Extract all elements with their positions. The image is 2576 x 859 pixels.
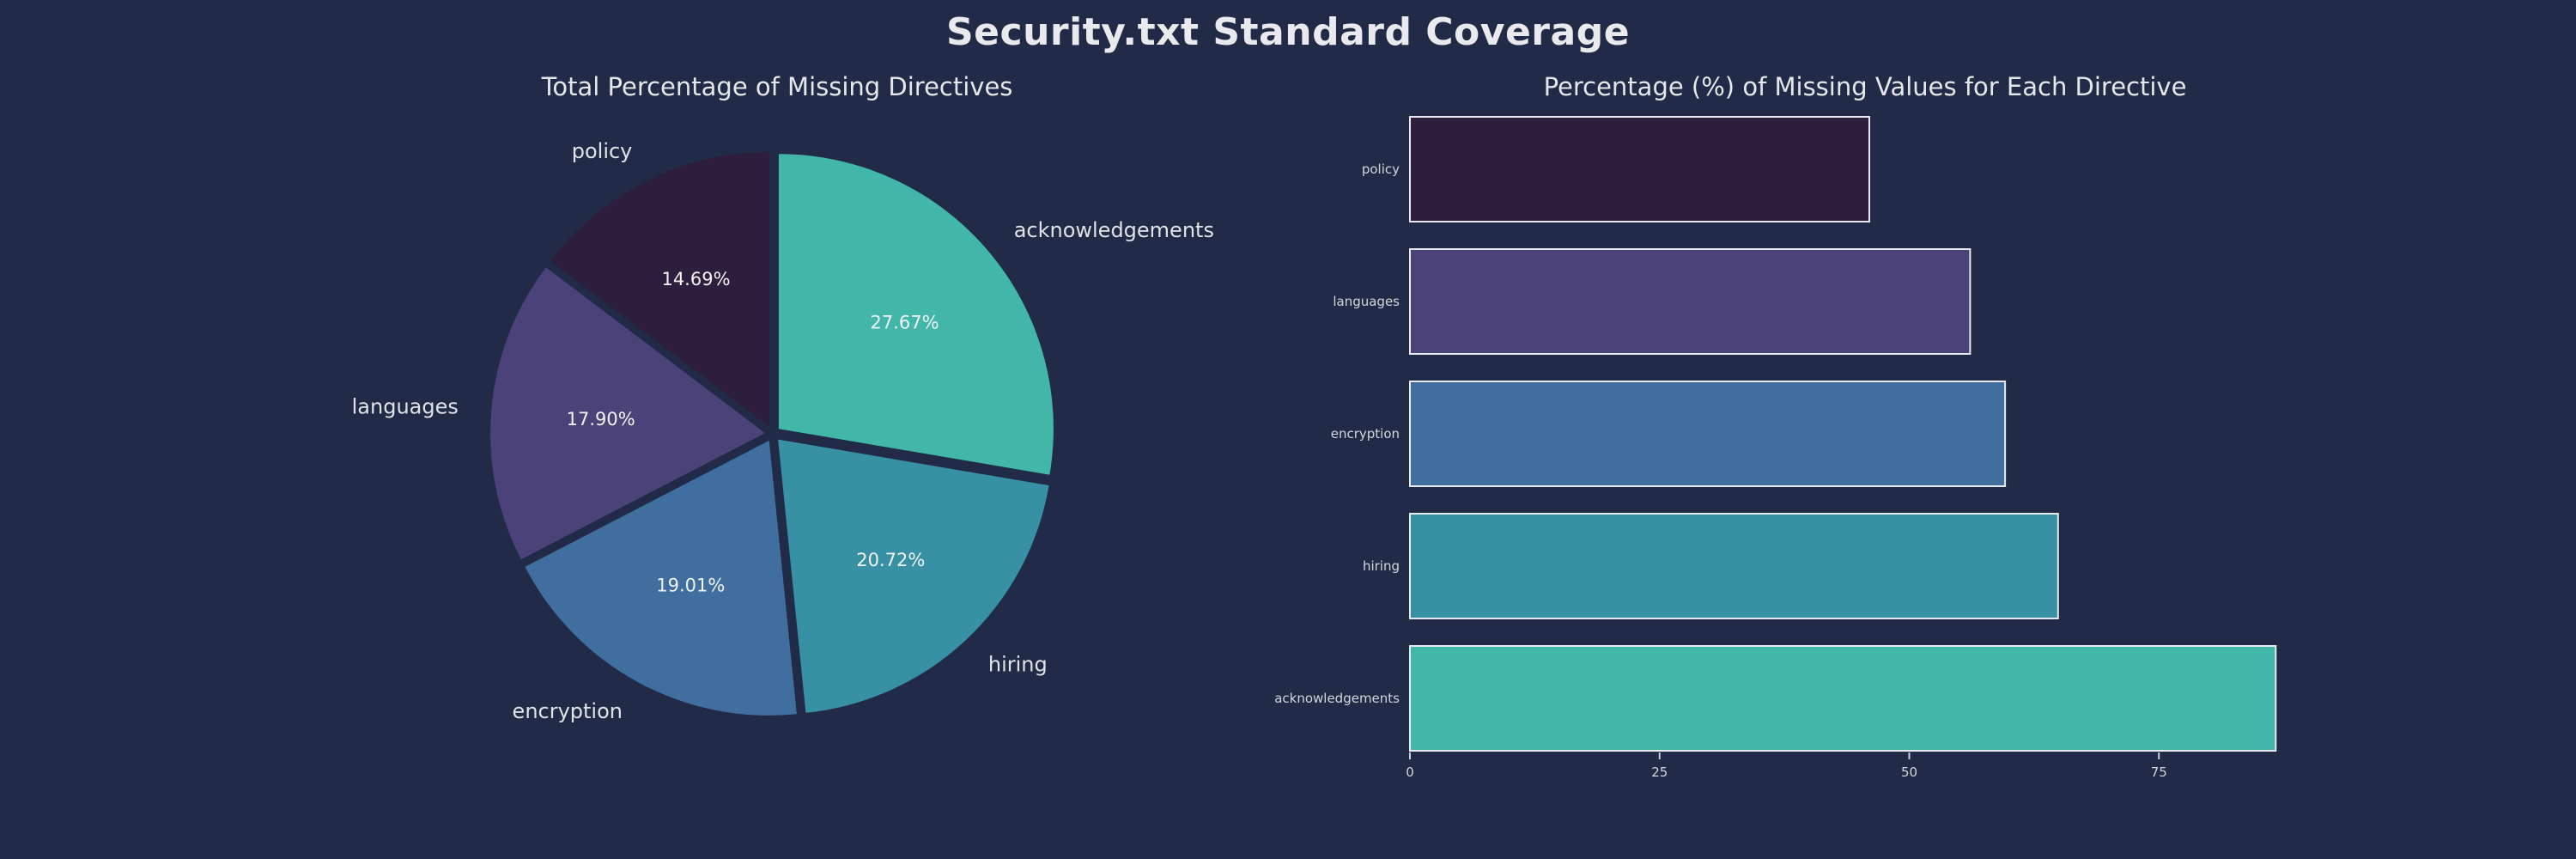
bar-category-label: policy xyxy=(1362,161,1400,177)
pie-percent-label: 27.67% xyxy=(870,312,939,332)
bar-chart-title: Percentage (%) of Missing Values for Eac… xyxy=(1543,72,2187,101)
bar-category-label: languages xyxy=(1333,294,1400,309)
page-title: Security.txt Standard Coverage xyxy=(945,10,1631,54)
bar-encryption xyxy=(1409,381,2007,487)
pie-slice-encryption xyxy=(525,440,797,716)
pie-chart-title: Total Percentage of Missing Directives xyxy=(541,72,1013,101)
pie-percent-label: 19.01% xyxy=(656,576,725,596)
bar-languages xyxy=(1409,248,1971,355)
x-tick-label: 50 xyxy=(1901,765,1917,780)
pie-category-label: languages xyxy=(352,395,459,419)
x-tick-label: 0 xyxy=(1406,765,1414,780)
bar-category-label: acknowledgements xyxy=(1274,691,1400,706)
bar-policy xyxy=(1409,116,1870,222)
pie-percent-label: 17.90% xyxy=(567,409,635,430)
pie-slice-languages xyxy=(490,267,765,560)
bar-hiring xyxy=(1409,513,2059,619)
bar-acknowledgements xyxy=(1409,645,2277,752)
x-tick-label: 25 xyxy=(1651,765,1668,780)
pie-slice-acknowledgements xyxy=(778,154,1054,475)
pie-category-label: policy xyxy=(572,139,633,163)
bar-category-label: encryption xyxy=(1331,426,1400,442)
x-tick-label: 75 xyxy=(2151,765,2167,780)
bar-category-label: hiring xyxy=(1363,558,1400,574)
pie-category-label: hiring xyxy=(988,652,1048,676)
pie-category-label: acknowledgements xyxy=(1014,218,1214,242)
pie-category-label: encryption xyxy=(513,699,623,723)
pie-percent-label: 14.69% xyxy=(661,269,730,289)
pie-percent-label: 20.72% xyxy=(856,550,925,570)
pie-slice-hiring xyxy=(778,439,1049,713)
pie-slice-policy xyxy=(550,151,769,427)
